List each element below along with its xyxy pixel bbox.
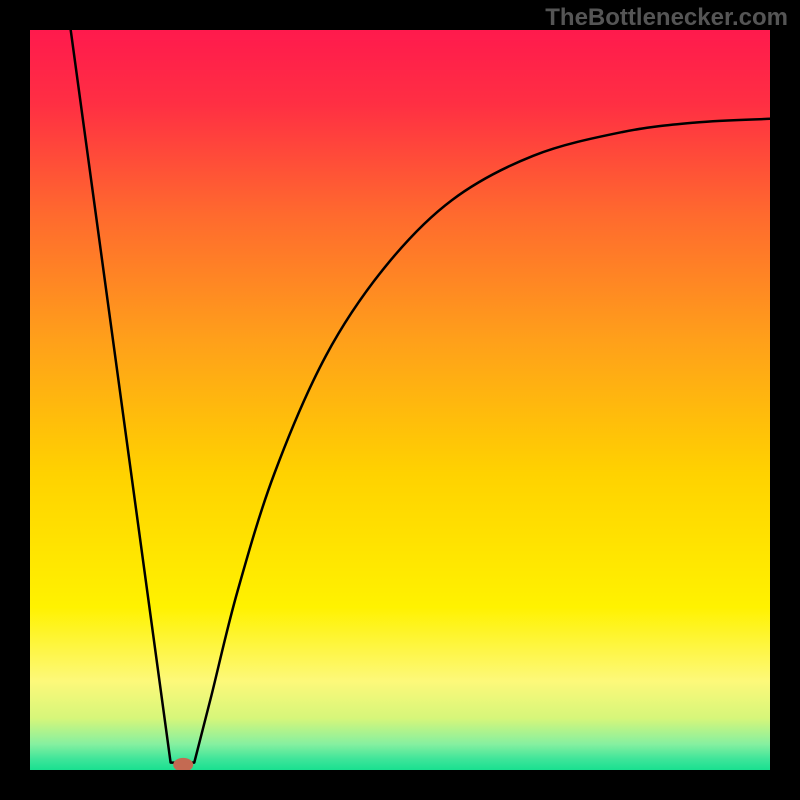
chart-frame: TheBottlenecker.com xyxy=(0,0,800,800)
watermark-text: TheBottlenecker.com xyxy=(545,4,788,32)
gradient-background xyxy=(30,30,770,770)
plot-area xyxy=(30,30,770,770)
gradient-chart-svg xyxy=(30,30,770,770)
